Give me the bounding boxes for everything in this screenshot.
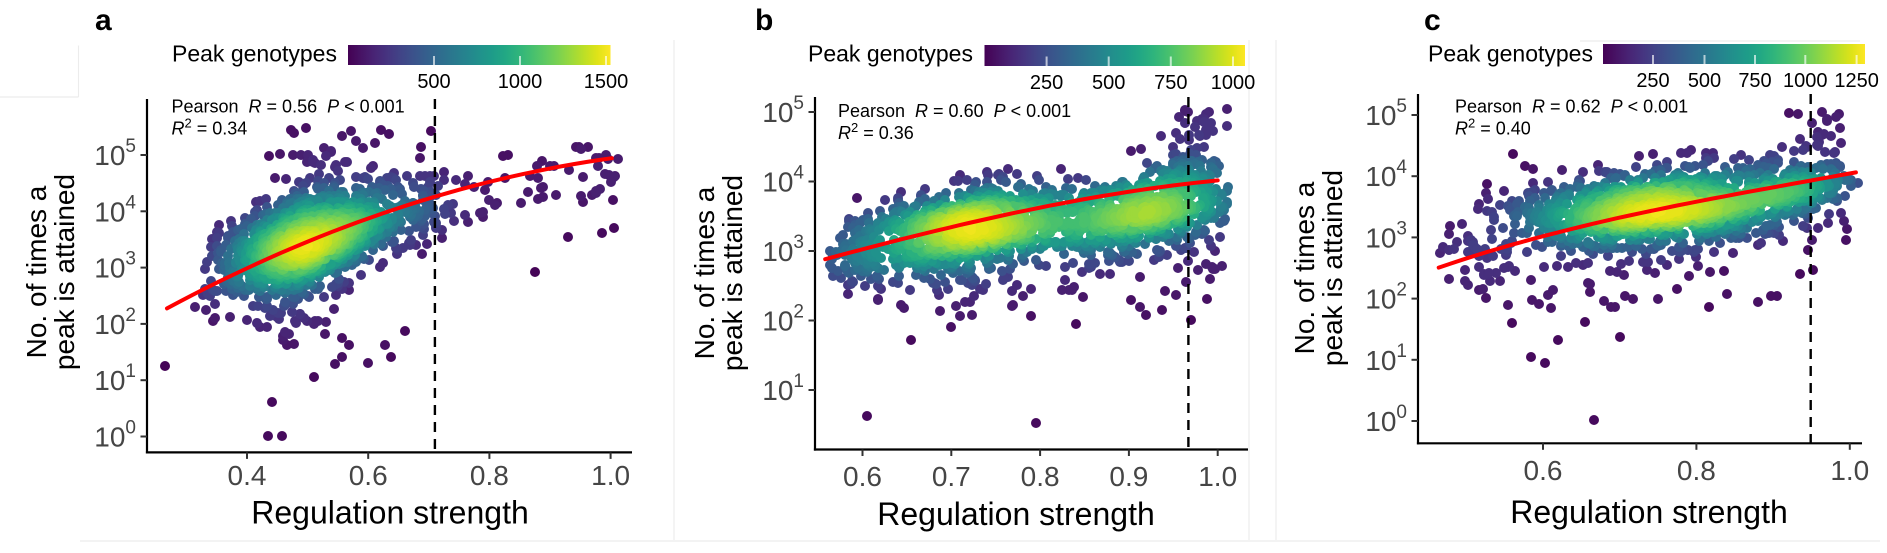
svg-text:Pearson R = 0.62 P < 0.001: Pearson R = 0.62 P < 0.001 [1455, 96, 1688, 116]
svg-text:peak is attained: peak is attained [49, 174, 80, 370]
svg-text:0.8: 0.8 [1677, 455, 1716, 486]
svg-text:0.6: 0.6 [843, 461, 882, 492]
svg-text:750: 750 [1738, 70, 1771, 92]
svg-text:c: c [1424, 4, 1441, 37]
svg-text:250: 250 [1030, 72, 1063, 94]
svg-text:peak is attained: peak is attained [717, 175, 748, 371]
svg-text:1000: 1000 [1211, 72, 1256, 94]
svg-text:1000: 1000 [498, 71, 543, 93]
svg-text:Pearson R = 0.56 P < 0.001: Pearson R = 0.56 P < 0.001 [172, 96, 405, 116]
svg-text:No. of times a: No. of times a [21, 185, 52, 358]
svg-text:0.7: 0.7 [932, 461, 971, 492]
svg-text:Pearson R = 0.60 P < 0.001: Pearson R = 0.60 P < 0.001 [838, 101, 1071, 121]
svg-text:a: a [95, 4, 112, 37]
svg-text:500: 500 [417, 71, 450, 93]
svg-text:0.8: 0.8 [470, 460, 509, 491]
svg-text:1.0: 1.0 [1198, 461, 1237, 492]
svg-text:0.9: 0.9 [1109, 461, 1148, 492]
svg-text:Peak genotypes: Peak genotypes [808, 41, 973, 67]
svg-text:1.0: 1.0 [591, 460, 630, 491]
svg-text:No. of times a: No. of times a [1289, 181, 1320, 354]
svg-text:Regulation strength: Regulation strength [251, 495, 529, 531]
svg-text:R2 = 0.34: R2 = 0.34 [172, 116, 248, 139]
svg-text:1500: 1500 [584, 71, 629, 93]
svg-text:Peak genotypes: Peak genotypes [172, 41, 337, 67]
svg-text:R2 = 0.40: R2 = 0.40 [1455, 116, 1531, 139]
svg-text:peak is attained: peak is attained [1317, 170, 1348, 366]
svg-text:b: b [755, 4, 773, 37]
svg-text:0.4: 0.4 [228, 460, 267, 491]
svg-text:1000: 1000 [1783, 70, 1828, 92]
svg-text:0.6: 0.6 [349, 460, 388, 491]
svg-text:750: 750 [1154, 72, 1187, 94]
svg-text:1.0: 1.0 [1830, 455, 1869, 486]
svg-text:0.6: 0.6 [1524, 455, 1563, 486]
svg-text:250: 250 [1636, 70, 1669, 92]
svg-text:1250: 1250 [1834, 70, 1879, 92]
svg-text:Regulation strength: Regulation strength [1510, 494, 1788, 530]
svg-text:No. of times a: No. of times a [689, 186, 720, 359]
svg-text:500: 500 [1688, 70, 1721, 92]
svg-text:500: 500 [1092, 72, 1125, 94]
svg-text:Peak genotypes: Peak genotypes [1428, 41, 1593, 67]
svg-text:R2 = 0.36: R2 = 0.36 [838, 120, 914, 143]
svg-text:0.8: 0.8 [1021, 461, 1060, 492]
svg-text:Regulation strength: Regulation strength [877, 496, 1155, 532]
